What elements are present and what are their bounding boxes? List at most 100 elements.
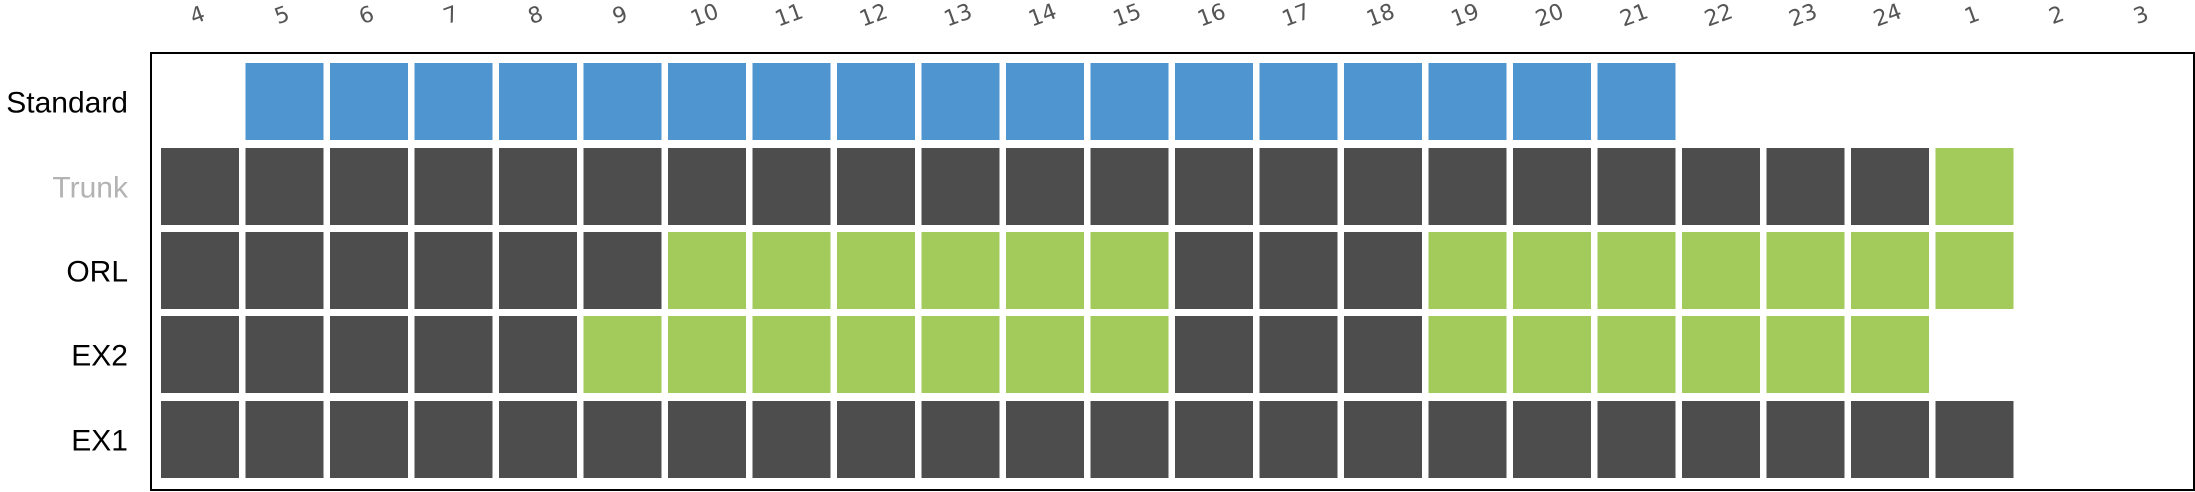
cell-orl-11 [752, 232, 831, 309]
cell-ex2-6 [330, 316, 408, 393]
cell-orl-1 [1935, 232, 2014, 309]
cell-orl-23 [1766, 232, 1845, 309]
cell-trunk-12 [837, 148, 915, 225]
column-label-15: 15 [1110, 0, 1145, 32]
cell-trunk-19 [1428, 148, 1507, 225]
cell-ex2-22 [1682, 316, 1760, 393]
cell-trunk-8 [499, 148, 577, 225]
cell-ex1-20 [1513, 401, 1591, 478]
cell-standard-19 [1428, 63, 1507, 140]
cell-ex2-16 [1175, 316, 1253, 393]
cell-orl-9 [583, 232, 662, 309]
cell-standard-21 [1597, 63, 1676, 140]
cell-trunk-4 [161, 148, 239, 225]
cell-orl-4 [161, 232, 239, 309]
cell-trunk-13 [921, 148, 1000, 225]
cell-ex2-23 [1766, 316, 1845, 393]
cell-standard-12 [837, 63, 915, 140]
cell-standard-15 [1090, 63, 1169, 140]
cell-ex2-14 [1006, 316, 1084, 393]
column-label-20: 20 [1532, 0, 1567, 32]
cell-ex1-14 [1006, 401, 1084, 478]
cell-grid [161, 63, 2014, 478]
cell-standard-18 [1344, 63, 1422, 140]
cell-standard-6 [330, 63, 408, 140]
column-label-1: 1 [1961, 2, 1983, 30]
column-labels: 4 5 6 7 8 9 10 11 12 13 14 15 16 17 18 19 20 21 22 23 24 1 2 3 [187, 0, 2152, 32]
cell-ex2-21 [1597, 316, 1676, 393]
cell-ex1-19 [1428, 401, 1507, 478]
cell-standard-8 [499, 63, 577, 140]
cell-trunk-6 [330, 148, 408, 225]
cell-trunk-11 [752, 148, 831, 225]
cell-ex2-4 [161, 316, 239, 393]
cell-orl-19 [1428, 232, 1507, 309]
row-label-standard: Standard [6, 87, 128, 120]
column-label-23: 23 [1786, 0, 1821, 32]
cell-orl-10 [668, 232, 746, 309]
column-label-17: 17 [1279, 0, 1314, 32]
cell-ex2-11 [752, 316, 831, 393]
column-label-21: 21 [1617, 0, 1652, 32]
cell-ex2-13 [921, 316, 1000, 393]
chart-frame [150, 52, 2195, 491]
cell-ex1-16 [1175, 401, 1253, 478]
column-label-22: 22 [1701, 0, 1736, 32]
cell-ex1-1 [1935, 401, 2014, 478]
row-labels: Standard Trunk ORL EX2 EX1 [6, 87, 129, 458]
column-label-18: 18 [1363, 0, 1398, 32]
cell-ex1-8 [499, 401, 577, 478]
cell-trunk-16 [1175, 148, 1253, 225]
row-label-ex2: EX2 [71, 340, 128, 373]
cell-ex1-23 [1766, 401, 1845, 478]
cell-ex2-7 [414, 316, 493, 393]
cell-ex2-20 [1513, 316, 1591, 393]
cell-ex2-9 [583, 316, 662, 393]
cell-ex2-19 [1428, 316, 1507, 393]
cell-standard-9 [583, 63, 662, 140]
cell-ex1-13 [921, 401, 1000, 478]
column-label-13: 13 [941, 0, 976, 32]
row-label-ex1: EX1 [71, 425, 128, 458]
cell-trunk-7 [414, 148, 493, 225]
row-label-orl: ORL [66, 256, 128, 289]
cell-orl-5 [245, 232, 324, 309]
cell-trunk-23 [1766, 148, 1845, 225]
cell-orl-8 [499, 232, 577, 309]
cell-orl-17 [1259, 232, 1338, 309]
column-label-12: 12 [856, 0, 891, 32]
column-label-10: 10 [687, 0, 722, 32]
cell-ex1-12 [837, 401, 915, 478]
cell-ex2-12 [837, 316, 915, 393]
cell-trunk-21 [1597, 148, 1676, 225]
cell-trunk-10 [668, 148, 746, 225]
cell-ex1-9 [583, 401, 662, 478]
cell-ex2-15 [1090, 316, 1169, 393]
cell-standard-20 [1513, 63, 1591, 140]
cell-ex1-18 [1344, 401, 1422, 478]
column-label-3: 3 [2130, 2, 2152, 30]
cell-ex1-21 [1597, 401, 1676, 478]
cell-ex1-17 [1259, 401, 1338, 478]
column-label-19: 19 [1448, 0, 1483, 32]
column-label-6: 6 [356, 2, 378, 30]
cell-orl-22 [1682, 232, 1760, 309]
cell-orl-14 [1006, 232, 1084, 309]
cell-trunk-20 [1513, 148, 1591, 225]
column-label-11: 11 [772, 0, 807, 32]
cell-trunk-22 [1682, 148, 1760, 225]
cell-orl-12 [837, 232, 915, 309]
cell-trunk-9 [583, 148, 662, 225]
cell-ex2-5 [245, 316, 324, 393]
cell-standard-16 [1175, 63, 1253, 140]
cell-ex2-24 [1851, 316, 1929, 393]
cell-ex1-22 [1682, 401, 1760, 478]
cell-ex1-5 [245, 401, 324, 478]
column-label-2: 2 [2046, 2, 2068, 30]
column-label-9: 9 [609, 2, 631, 30]
cell-standard-13 [921, 63, 1000, 140]
cell-ex2-10 [668, 316, 746, 393]
cell-orl-18 [1344, 232, 1422, 309]
cell-standard-14 [1006, 63, 1084, 140]
